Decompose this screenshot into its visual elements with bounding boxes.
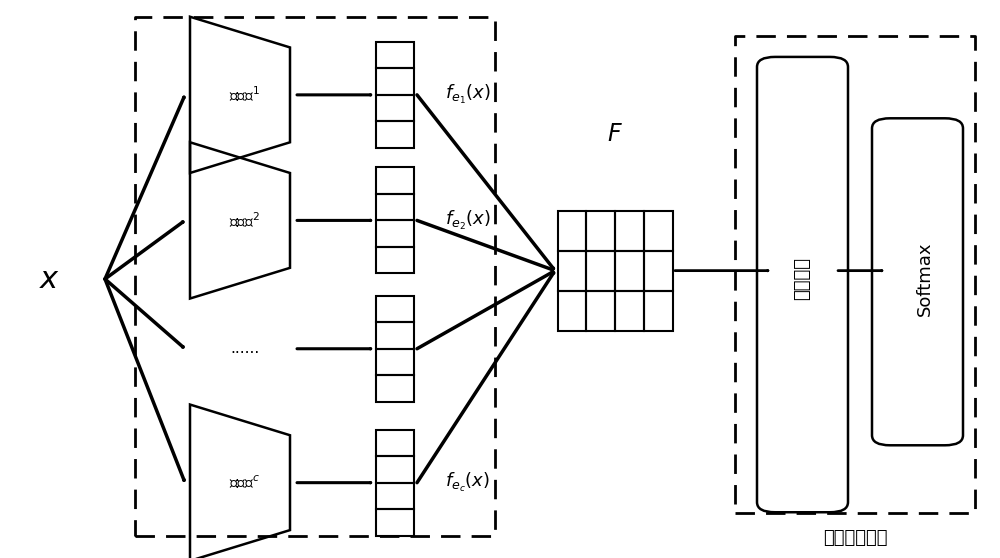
Text: 编码器$^1$: 编码器$^1$ bbox=[229, 85, 261, 104]
Bar bbox=[558, 291, 586, 330]
Bar bbox=[376, 167, 414, 194]
Bar bbox=[376, 220, 414, 247]
Bar bbox=[376, 194, 414, 220]
Bar bbox=[586, 251, 615, 291]
Bar bbox=[644, 251, 672, 291]
Bar bbox=[558, 210, 586, 251]
Text: $f_{e_c}(x)$: $f_{e_c}(x)$ bbox=[445, 471, 490, 494]
Bar bbox=[376, 483, 414, 509]
Bar bbox=[376, 323, 414, 349]
Bar bbox=[376, 375, 414, 402]
Text: 多标签分类器: 多标签分类器 bbox=[823, 529, 887, 547]
Bar bbox=[376, 456, 414, 483]
Bar bbox=[615, 291, 644, 330]
Bar bbox=[644, 210, 672, 251]
Text: 全连接层: 全连接层 bbox=[793, 257, 811, 301]
Text: $f_{e_2}(x)$: $f_{e_2}(x)$ bbox=[445, 209, 491, 232]
Text: ......: ...... bbox=[230, 341, 260, 356]
Bar bbox=[376, 42, 414, 69]
Bar bbox=[558, 251, 586, 291]
Text: 编码器$^c$: 编码器$^c$ bbox=[229, 474, 261, 492]
Bar bbox=[376, 247, 414, 273]
Bar bbox=[376, 122, 414, 148]
Bar bbox=[376, 349, 414, 375]
Bar bbox=[615, 251, 644, 291]
Bar bbox=[376, 69, 414, 95]
Bar bbox=[586, 210, 615, 251]
Text: $F$: $F$ bbox=[607, 122, 623, 146]
Bar bbox=[376, 430, 414, 456]
Text: $x$: $x$ bbox=[39, 264, 61, 294]
Text: Softmax: Softmax bbox=[916, 242, 934, 316]
Bar bbox=[376, 509, 414, 536]
Bar bbox=[376, 95, 414, 122]
Bar bbox=[644, 291, 672, 330]
Bar bbox=[615, 210, 644, 251]
Bar bbox=[586, 291, 615, 330]
Text: 编码器$^2$: 编码器$^2$ bbox=[229, 211, 261, 230]
Text: $f_{e_1}(x)$: $f_{e_1}(x)$ bbox=[445, 83, 491, 107]
Bar bbox=[376, 296, 414, 322]
